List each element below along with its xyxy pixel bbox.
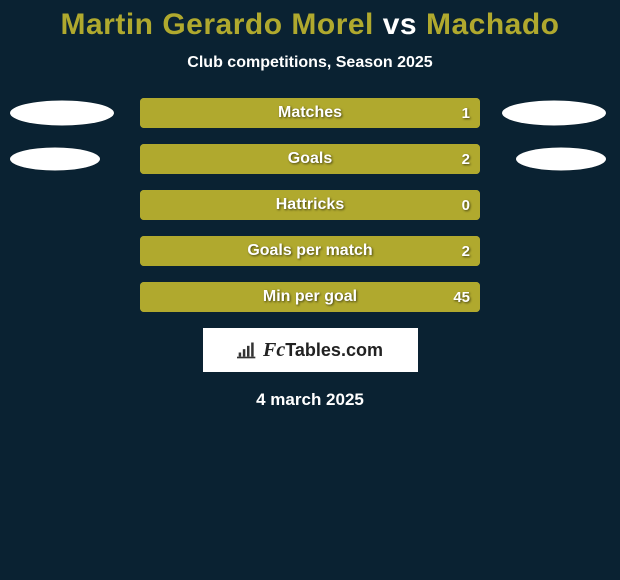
stat-value: 45: [453, 282, 470, 312]
stat-row: Goals per match2: [0, 236, 620, 266]
stat-row: Matches1: [0, 98, 620, 128]
stat-value: 2: [462, 144, 470, 174]
stat-row: Goals2: [0, 144, 620, 174]
title-vs: vs: [383, 8, 417, 41]
bar-fill: [140, 144, 480, 174]
player2-marker: [516, 148, 606, 171]
stat-bar: Goals2: [140, 144, 480, 174]
bar-chart-icon: [237, 341, 257, 359]
bar-fill: [140, 190, 480, 220]
date-label: 4 march 2025: [0, 390, 620, 410]
player1-marker: [10, 101, 114, 126]
title-player1: Martin Gerardo Morel: [61, 8, 374, 41]
brand-logo[interactable]: FcTables.com: [203, 328, 418, 372]
infographic-container: Martin Gerardo Morel vs Machado Club com…: [0, 0, 620, 580]
stat-bar: Goals per match2: [140, 236, 480, 266]
title-player2: Machado: [426, 8, 560, 41]
stat-bar: Min per goal45: [140, 282, 480, 312]
player1-marker: [10, 148, 100, 171]
bar-fill: [140, 98, 480, 128]
stat-value: 2: [462, 236, 470, 266]
brand-prefix: Fc: [263, 339, 285, 361]
stat-row: Hattricks0: [0, 190, 620, 220]
stat-bar: Matches1: [140, 98, 480, 128]
stats-rows: Matches1 Goals2 Hattricks0 Goals per match2…: [0, 98, 620, 312]
bar-fill: [140, 236, 480, 266]
stat-value: 1: [462, 98, 470, 128]
brand-rest: Tables.com: [285, 340, 383, 360]
player2-marker: [502, 101, 606, 126]
page-title: Martin Gerardo Morel vs Machado: [0, 8, 620, 42]
subtitle: Club competitions, Season 2025: [0, 54, 620, 72]
stat-row: Min per goal45: [0, 282, 620, 312]
bar-fill: [140, 282, 480, 312]
brand-text: FcTables.com: [263, 339, 383, 362]
stat-bar: Hattricks0: [140, 190, 480, 220]
stat-value: 0: [462, 190, 470, 220]
